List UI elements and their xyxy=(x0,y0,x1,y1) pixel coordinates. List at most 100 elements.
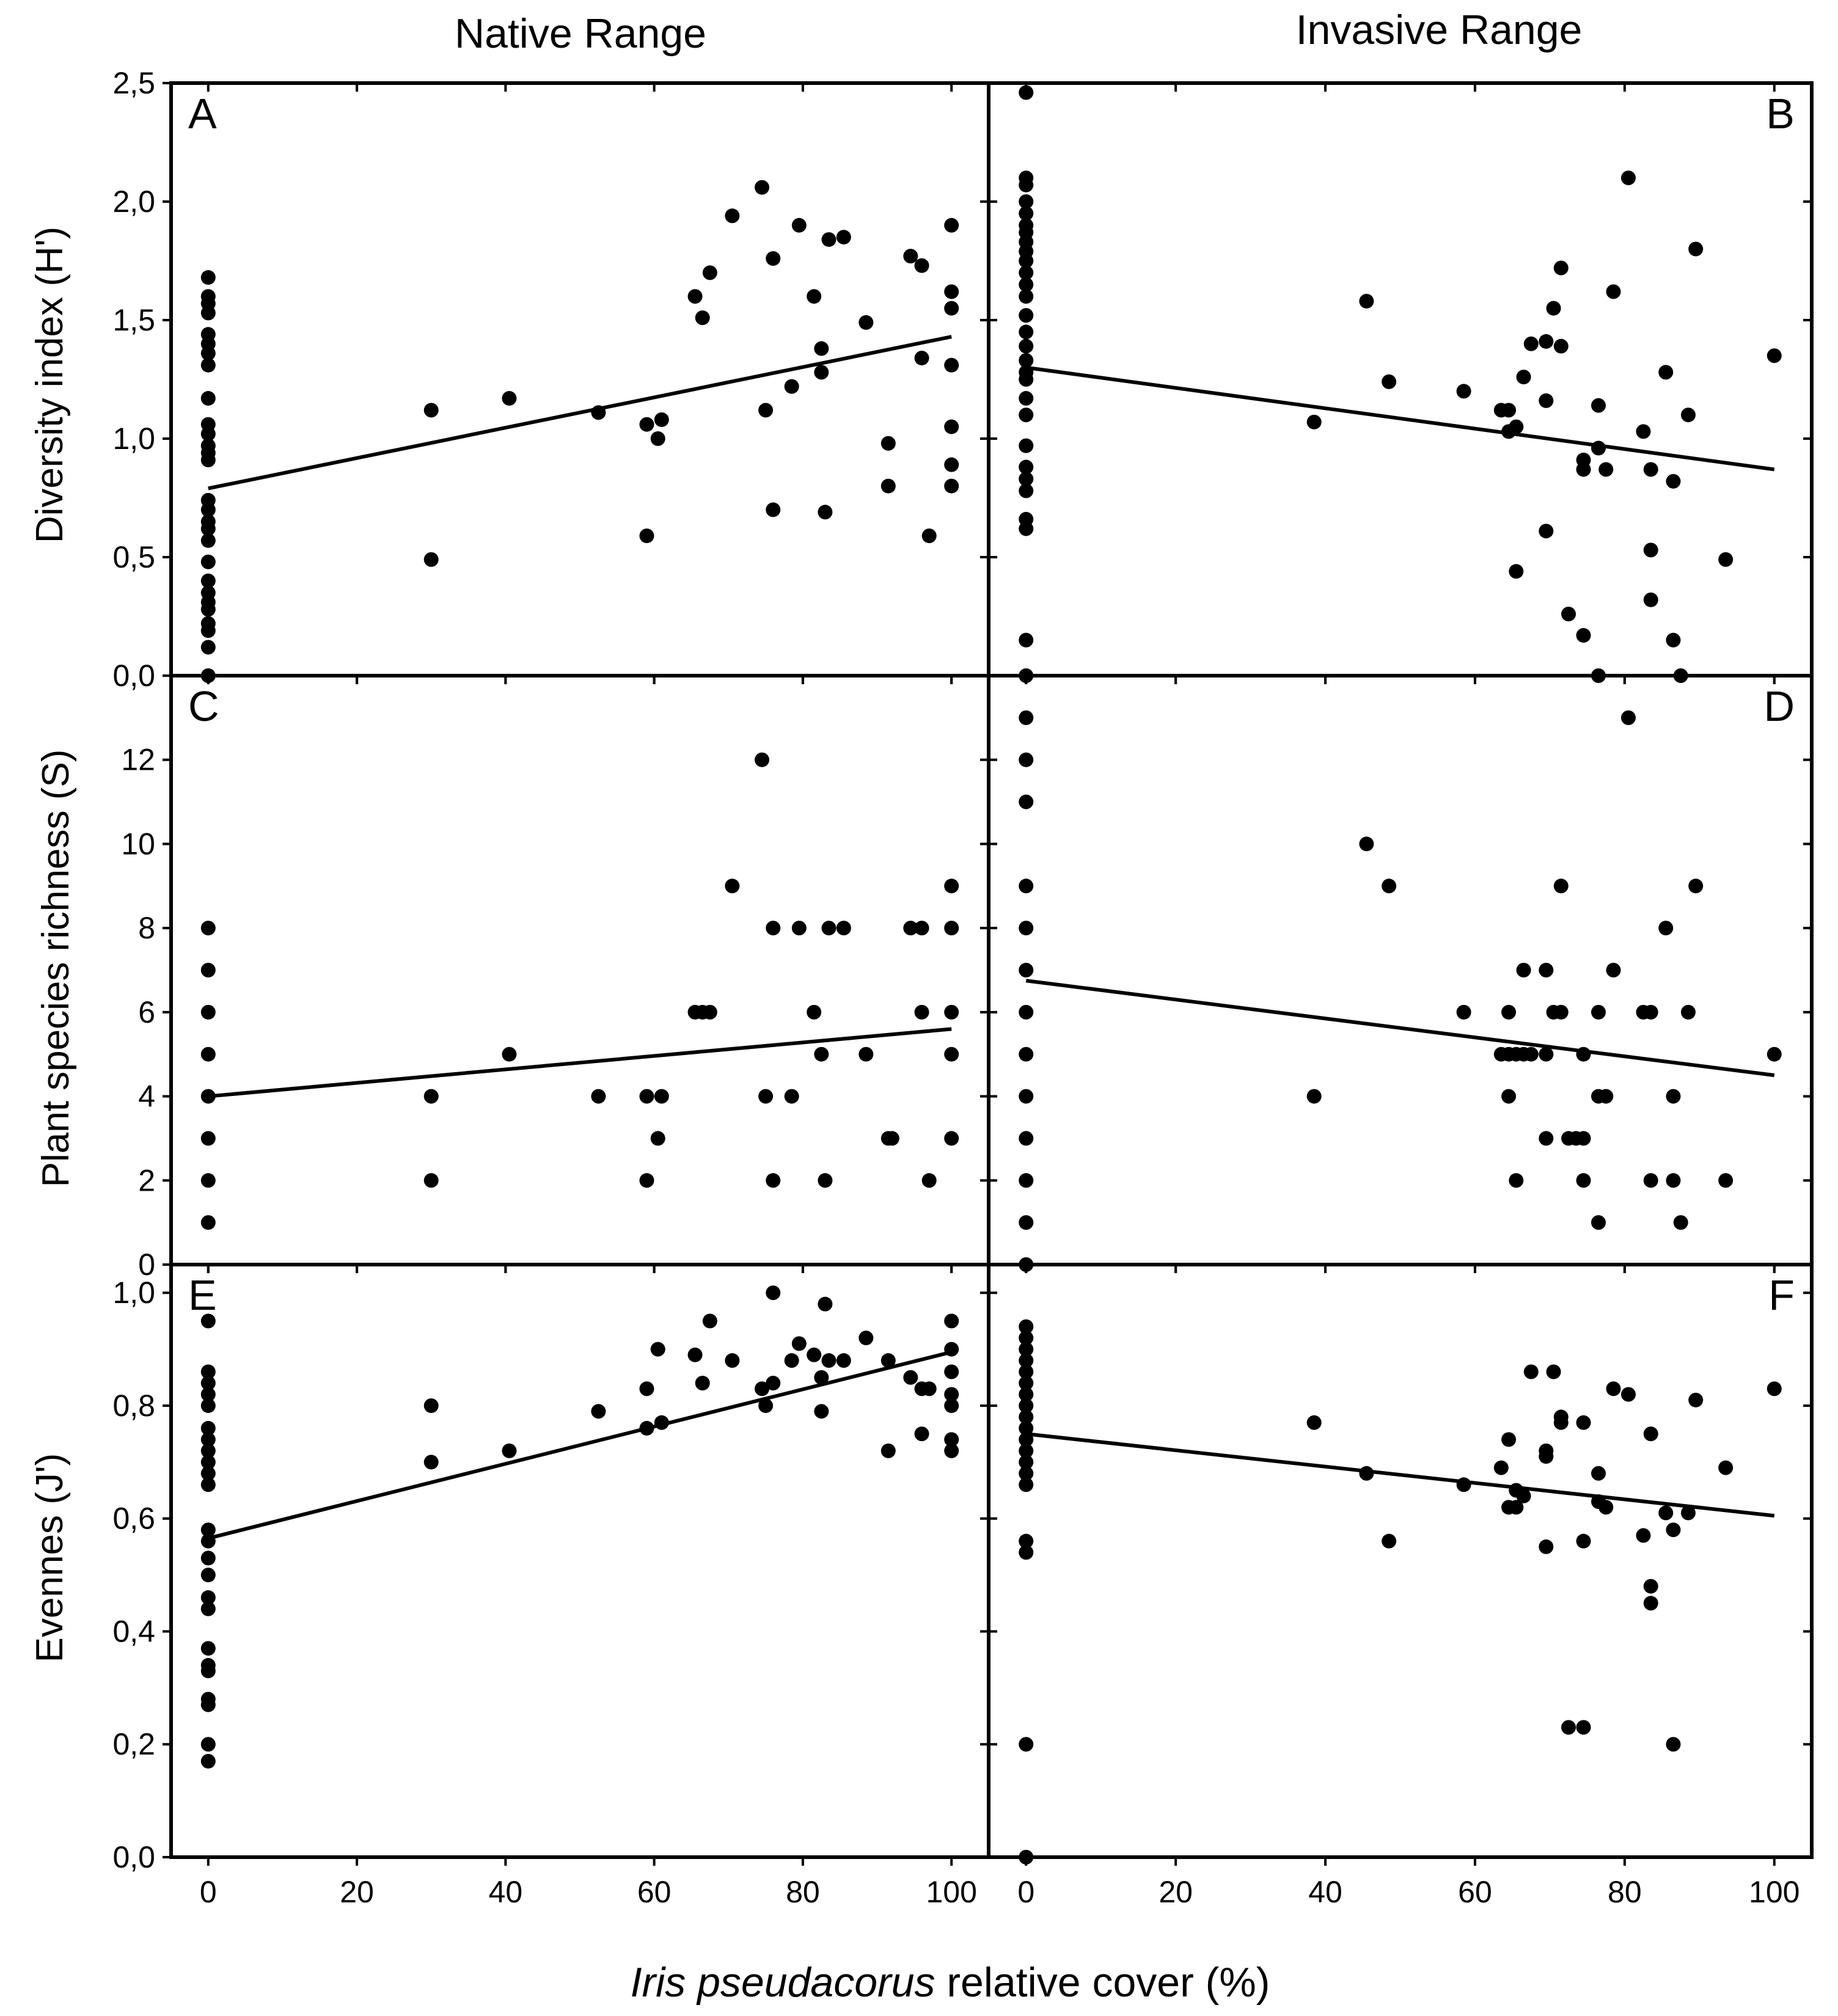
data-point xyxy=(944,1131,959,1146)
data-point xyxy=(1680,1505,1696,1521)
data-point xyxy=(881,1443,896,1458)
data-point xyxy=(200,1420,216,1436)
data-point xyxy=(650,1342,665,1357)
data-point xyxy=(1019,1545,1034,1560)
data-point xyxy=(818,505,833,520)
data-point xyxy=(502,1443,517,1458)
x-tick-label: 40 xyxy=(489,1875,523,1909)
data-point xyxy=(1591,1215,1606,1230)
data-point xyxy=(1019,1331,1034,1346)
data-point xyxy=(1643,1004,1658,1020)
data-point xyxy=(200,1737,216,1752)
data-point xyxy=(1019,710,1034,725)
data-point xyxy=(1359,1466,1374,1481)
data-point xyxy=(654,1089,669,1104)
data-point xyxy=(200,426,216,442)
data-point xyxy=(1643,1426,1658,1442)
data-point xyxy=(1019,391,1034,406)
data-point xyxy=(1359,293,1374,309)
data-point xyxy=(944,419,959,434)
data-point xyxy=(1019,289,1034,304)
col-title-invasive: Invasive Range xyxy=(1296,7,1583,53)
data-point xyxy=(914,351,929,366)
data-point xyxy=(758,1398,774,1413)
data-point xyxy=(1516,1488,1531,1503)
data-point xyxy=(1606,963,1621,977)
ylabel-diversity: Diversity index (H') xyxy=(29,227,71,543)
data-point xyxy=(639,1089,654,1104)
data-point xyxy=(1643,1173,1658,1188)
x-tick-label: 80 xyxy=(1608,1875,1642,1909)
data-point xyxy=(200,1215,216,1230)
data-point xyxy=(1019,1850,1034,1864)
data-point xyxy=(200,1432,216,1447)
data-point xyxy=(1591,440,1606,456)
data-point xyxy=(1666,1522,1681,1538)
data-point xyxy=(200,1455,216,1470)
data-point xyxy=(921,528,937,544)
data-point xyxy=(725,1353,740,1368)
data-point xyxy=(1501,1089,1517,1104)
regression-line xyxy=(208,335,952,491)
x-axis-label-species: Iris pseudacorus xyxy=(631,1959,935,2006)
data-point xyxy=(650,431,665,446)
data-point xyxy=(881,1353,896,1368)
data-point xyxy=(944,1432,959,1447)
data-point xyxy=(1636,424,1651,439)
data-point xyxy=(914,921,929,936)
data-point xyxy=(1019,1409,1034,1425)
panel-C: 0 2 4 6 8 10 12 C xyxy=(121,674,990,1282)
data-point xyxy=(1539,524,1554,539)
data-point xyxy=(591,405,606,420)
data-point xyxy=(881,478,896,494)
data-point xyxy=(921,1381,937,1397)
x-tick-label: 100 xyxy=(926,1875,976,1909)
data-point xyxy=(1553,1004,1569,1020)
data-point xyxy=(814,1046,829,1062)
data-point xyxy=(1620,710,1636,725)
data-point xyxy=(1539,1539,1554,1554)
data-point xyxy=(1382,374,1397,389)
data-point xyxy=(1509,1173,1524,1188)
data-point xyxy=(1509,564,1524,579)
data-point xyxy=(423,552,439,567)
data-point xyxy=(1718,1460,1734,1475)
data-point xyxy=(1019,963,1034,977)
regression-line xyxy=(1025,365,1775,472)
data-point xyxy=(1019,1398,1034,1413)
data-point xyxy=(944,1398,959,1413)
data-point xyxy=(1718,1173,1734,1188)
data-point xyxy=(1019,265,1034,280)
data-point xyxy=(1553,1415,1569,1430)
y-tick-label: 0,8 xyxy=(112,1389,155,1423)
data-point xyxy=(755,752,770,767)
data-point xyxy=(758,403,774,418)
data-point xyxy=(200,1004,216,1020)
panels: 0,0 0,5 1,0 1,5 2,0 2,5 A B 0 2 4 6 8 10 12 C D 0,0 0,2 0,4… xyxy=(112,66,1814,1909)
data-point xyxy=(1576,462,1591,477)
data-point xyxy=(200,1477,216,1492)
data-point xyxy=(1523,1046,1539,1062)
data-point xyxy=(914,1426,929,1442)
panel-frame xyxy=(169,1263,990,1859)
y-tick-label: 0,4 xyxy=(112,1614,155,1648)
data-point xyxy=(1539,334,1554,349)
data-point xyxy=(881,436,896,451)
data-point xyxy=(1767,1381,1782,1397)
data-point xyxy=(818,1296,833,1312)
data-point xyxy=(766,502,781,517)
data-point xyxy=(200,1387,216,1402)
data-point xyxy=(1019,324,1034,340)
data-point xyxy=(1019,1432,1034,1447)
data-point xyxy=(687,1347,703,1362)
data-point xyxy=(1666,1173,1681,1188)
data-point xyxy=(725,208,740,224)
data-point xyxy=(1643,1596,1658,1611)
data-point xyxy=(1539,1449,1554,1464)
data-point xyxy=(903,921,918,936)
data-point xyxy=(1382,1533,1397,1549)
x-tick-label: 60 xyxy=(637,1875,672,1909)
data-point xyxy=(1509,419,1524,434)
data-point xyxy=(200,554,216,569)
data-point xyxy=(1620,170,1636,186)
